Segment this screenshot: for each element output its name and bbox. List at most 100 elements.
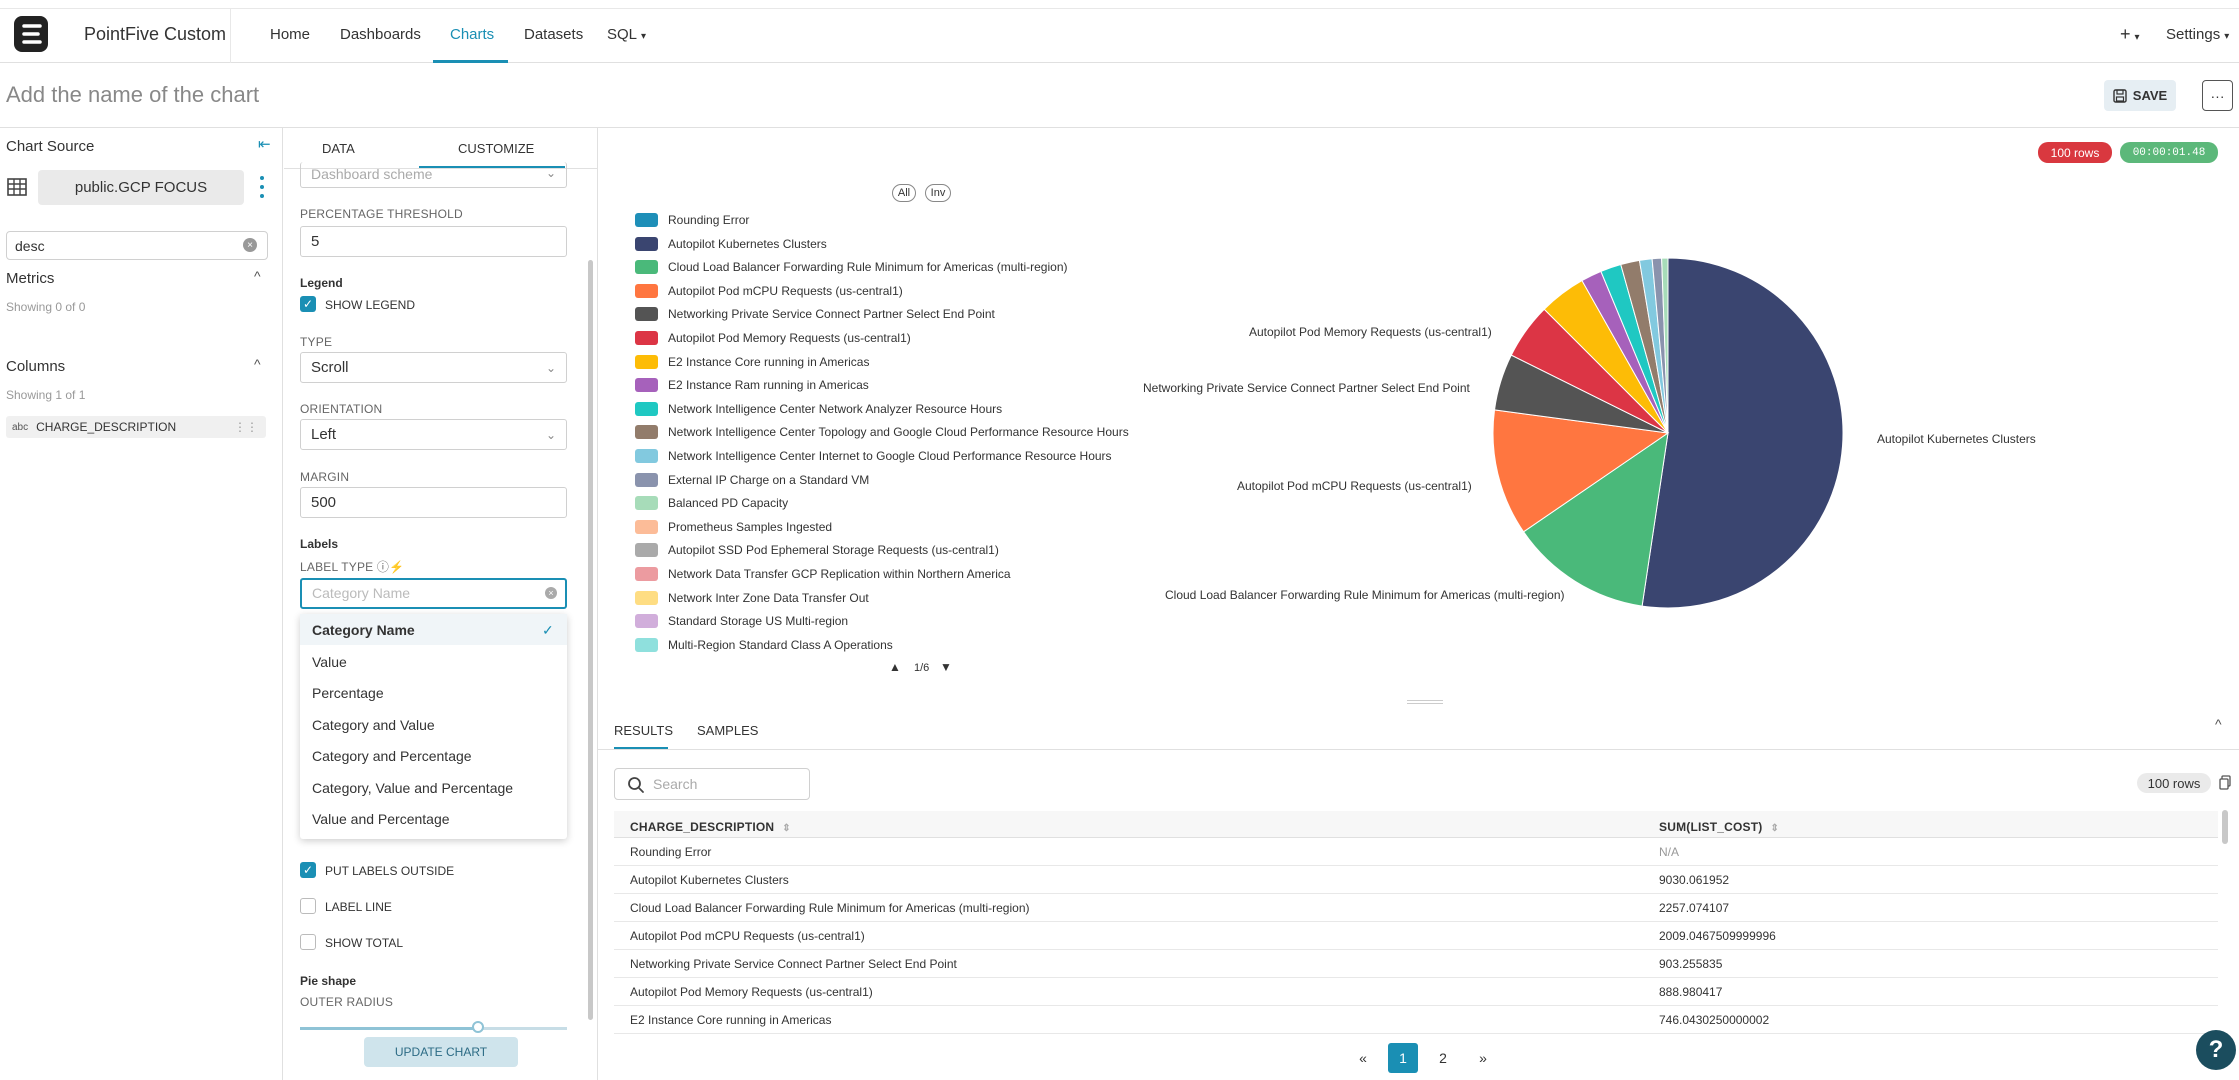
tab-results[interactable]: RESULTS (614, 723, 673, 738)
legend-item[interactable]: Balanced PD Capacity (635, 495, 788, 511)
tab-samples[interactable]: SAMPLES (697, 723, 759, 738)
pagination-prev[interactable]: « (1359, 1050, 1367, 1066)
resize-handle[interactable] (1407, 700, 1443, 704)
legend-label: Autopilot Pod mCPU Requests (us-central1… (668, 283, 903, 298)
clear-select-icon[interactable]: × (545, 587, 557, 599)
table-row[interactable]: Autopilot Pod mCPU Requests (us-central1… (614, 922, 2218, 950)
nav-home[interactable]: Home (270, 26, 311, 43)
option-category-and-percentage[interactable]: Category and Percentage (312, 748, 472, 764)
columns-search-input[interactable]: desc (6, 231, 268, 260)
chevron-up-icon[interactable]: ^ (254, 268, 261, 284)
legend-item[interactable]: Rounding Error (635, 212, 749, 228)
chart-name-input[interactable]: Add the name of the chart (6, 82, 260, 107)
legend-item[interactable]: Autopilot Pod mCPU Requests (us-central1… (635, 283, 903, 299)
table-row[interactable]: Autopilot Kubernetes Clusters 9030.061952 (614, 866, 2218, 894)
label-type-select[interactable]: Category Name × (300, 578, 567, 609)
tab-customize[interactable]: CUSTOMIZE (458, 141, 535, 156)
table-row[interactable]: Networking Private Service Connect Partn… (614, 950, 2218, 978)
outer-radius-handle[interactable] (472, 1021, 484, 1033)
nav-dashboards[interactable]: Dashboards (340, 26, 421, 43)
chevron-down-icon: ⌄ (545, 361, 556, 375)
show-total-checkbox[interactable] (300, 934, 316, 950)
pagination-page-2[interactable]: 2 (1439, 1050, 1447, 1066)
column-header-charge-description[interactable]: CHARGE_DESCRIPTION ⇕ (630, 820, 791, 834)
collapse-panel-icon[interactable]: ⇤ (258, 136, 271, 153)
table-row[interactable]: Rounding Error N/A (614, 838, 2218, 866)
option-percentage[interactable]: Percentage (312, 685, 384, 701)
label-line-checkbox[interactable] (300, 898, 316, 914)
app-logo-icon[interactable] (10, 14, 54, 54)
legend-item[interactable]: E2 Instance Core running in Americas (635, 354, 869, 370)
nav-charts[interactable]: Charts (450, 26, 495, 43)
legend-prev-icon[interactable]: ▲ (889, 660, 901, 674)
legend-item[interactable]: Multi-Region Standard Class A Operations (635, 637, 893, 653)
pie-slice[interactable] (1522, 431, 1669, 607)
orientation-select[interactable]: Left ⌄ (300, 419, 567, 450)
table-row[interactable]: E2 Instance Core running in Americas 746.… (614, 1006, 2218, 1034)
pagination-next[interactable]: » (1479, 1050, 1487, 1066)
table-row[interactable]: Cloud Load Balancer Forwarding Rule Mini… (614, 894, 2218, 922)
put-labels-outside-checkbox[interactable]: ✓ (300, 862, 316, 878)
pct-threshold-input[interactable]: 5 (300, 226, 567, 257)
option-category-name[interactable]: Category Name (312, 622, 415, 638)
legend-item[interactable]: Network Intelligence Center Internet to … (635, 448, 1112, 464)
nav-datasets[interactable]: Datasets (524, 26, 584, 43)
show-legend-checkbox[interactable]: ✓ (300, 296, 316, 312)
legend-select-all[interactable]: All (892, 184, 916, 202)
legend-invert[interactable]: Inv (925, 184, 951, 202)
legend-item[interactable]: Cloud Load Balancer Forwarding Rule Mini… (635, 259, 1068, 275)
legend-item[interactable]: Network Intelligence Center Topology and… (635, 424, 1129, 440)
drag-handle-icon[interactable]: ⋮⋮ (234, 420, 258, 434)
dataset-menu-icon[interactable] (260, 176, 266, 198)
tab-data[interactable]: DATA (322, 141, 355, 156)
table-header (614, 811, 2218, 838)
check-icon: ✓ (542, 622, 554, 638)
add-menu[interactable]: + ▾ (2120, 24, 2140, 45)
legend-item[interactable]: Standard Storage US Multi-region (635, 613, 848, 629)
legend-swatch (635, 590, 658, 605)
tabs-divider (284, 168, 598, 169)
nav-sql[interactable]: SQL ▾ (607, 26, 646, 43)
column-header-sum-list-cost[interactable]: SUM(LIST_COST) ⇕ (1659, 820, 1779, 834)
table-scrollbar[interactable] (2222, 810, 2228, 844)
legend-item[interactable]: Networking Private Service Connect Partn… (635, 306, 995, 322)
dataset-selector[interactable]: public.GCP FOCUS (38, 170, 244, 205)
legend-item[interactable]: E2 Instance Ram running in Americas (635, 377, 869, 393)
results-search-input[interactable]: Search (614, 768, 810, 800)
legend-item[interactable]: Autopilot SSD Pod Ephemeral Storage Requ… (635, 542, 999, 558)
pagination-page-1[interactable]: 1 (1388, 1043, 1418, 1073)
copy-icon[interactable] (2219, 775, 2231, 790)
margin-input[interactable]: 500 (300, 487, 567, 518)
color-scheme-select[interactable]: Dashboard scheme ⌄ (300, 162, 567, 188)
more-actions-button[interactable]: ··· (2202, 80, 2233, 111)
save-button[interactable]: SAVE (2104, 80, 2176, 111)
legend-next-icon[interactable]: ▼ (940, 660, 952, 674)
legend-item[interactable]: Network Inter Zone Data Transfer Out (635, 590, 869, 606)
legend-item[interactable]: External IP Charge on a Standard VM (635, 472, 869, 488)
pie-label-autopilot-memory: Autopilot Pod Memory Requests (us-centra… (1249, 325, 1492, 339)
table-row[interactable]: Autopilot Pod Memory Requests (us-centra… (614, 978, 2218, 1006)
legend-item[interactable]: Prometheus Samples Ingested (635, 519, 832, 535)
clear-search-icon[interactable]: × (243, 238, 257, 252)
legend-item[interactable]: Network Intelligence Center Network Anal… (635, 401, 1002, 417)
chevron-up-icon[interactable]: ^ (254, 356, 261, 372)
column-item[interactable]: abc CHARGE_DESCRIPTION ⋮⋮ (6, 416, 266, 438)
option-category-and-value[interactable]: Category and Value (312, 717, 435, 733)
legend-label: Autopilot SSD Pod Ephemeral Storage Requ… (668, 543, 999, 558)
customize-scrollbar[interactable] (588, 260, 593, 1020)
legend-item[interactable]: Network Data Transfer GCP Replication wi… (635, 566, 1011, 582)
help-button[interactable]: ? (2196, 1030, 2236, 1070)
chevron-up-icon[interactable]: ^ (2215, 716, 2222, 732)
settings-menu[interactable]: Settings ▾ (2166, 26, 2229, 43)
pie-slice[interactable] (1492, 409, 1670, 533)
legend-type-select[interactable]: Scroll ⌄ (300, 352, 567, 383)
legend-item[interactable]: Autopilot Pod Memory Requests (us-centra… (635, 330, 911, 346)
option-value-and-percentage[interactable]: Value and Percentage (312, 811, 450, 827)
option-category-value-percentage[interactable]: Category, Value and Percentage (312, 780, 514, 796)
pie-slice[interactable] (1661, 257, 1669, 434)
pie-slice[interactable] (1641, 257, 1844, 609)
update-chart-button[interactable]: UPDATE CHART (364, 1037, 518, 1067)
sort-icon: ⇕ (1770, 823, 1780, 834)
option-value[interactable]: Value (312, 654, 347, 670)
legend-item[interactable]: Autopilot Kubernetes Clusters (635, 236, 827, 252)
